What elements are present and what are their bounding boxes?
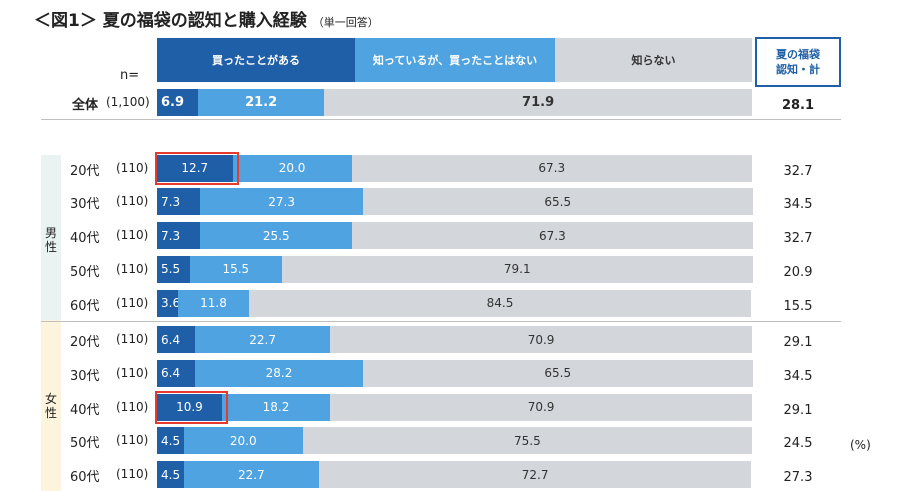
bar-segment-bought: 3.6 (157, 289, 180, 317)
bar-segment-notbought: 22.7 (183, 461, 319, 488)
row-label: 全体 (72, 98, 99, 113)
awareness-value: 28.1 (781, 98, 815, 113)
row-n: (1,100) (106, 95, 150, 109)
bar-segment-bought: 10.9 (157, 393, 222, 421)
gender-label-male: 男性 (44, 226, 57, 255)
bar-segment-notbought: 20.0 (183, 427, 303, 455)
n-label: n= (120, 68, 140, 83)
bar-segment-notbought: 28.2 (195, 359, 363, 387)
chart-title: ＜図1＞ 夏の福袋の認知と購入経験 （単一回答） (34, 6, 379, 31)
row-n: (110) (116, 261, 149, 276)
row-n: (110) (116, 295, 149, 310)
bar-segment-never: 65.5 (362, 359, 753, 387)
row-n: (110) (116, 332, 149, 347)
bar-segment-bought: 7.3 (157, 222, 201, 250)
bar-segment-bought: 6.9 (157, 89, 199, 116)
awareness-value: 34.5 (783, 368, 813, 384)
awareness-value: 15.5 (783, 298, 813, 314)
bar-segment-notbought: 25.5 (200, 222, 353, 250)
legend-item-3: 知らない (555, 38, 752, 82)
bar-segment-never: 67.3 (351, 154, 752, 182)
awareness-value: 32.7 (783, 231, 813, 247)
bar-segment-never: 70.9 (330, 326, 752, 354)
row-label: 30代 (70, 197, 100, 213)
bar-segment-bought: 6.4 (157, 326, 196, 354)
gender-band-male (41, 154, 61, 326)
row-label: 50代 (70, 436, 100, 452)
group-separator (41, 118, 841, 120)
bar-segment-notbought: 21.2 (198, 89, 325, 116)
bar-segment-bought: 5.5 (157, 255, 190, 283)
unit-label: (%) (850, 438, 871, 452)
awareness-value: 20.9 (783, 264, 813, 280)
awareness-value: 27.3 (783, 470, 813, 485)
bar-segment-never: 75.5 (302, 427, 752, 455)
awareness-value: 24.5 (783, 436, 813, 452)
row-n: (110) (116, 194, 149, 209)
row-n: (110) (116, 365, 149, 380)
gender-label-female: 女性 (44, 391, 57, 420)
awareness-header: 夏の福袋 認知・計 (755, 37, 841, 87)
awareness-value: 32.7 (783, 163, 813, 179)
bar-segment-bought: 4.5 (157, 461, 184, 488)
bar-segment-notbought: 15.5 (189, 255, 282, 283)
bar-segment-never: 65.5 (362, 188, 753, 216)
row-n: (110) (116, 467, 149, 481)
bar-segment-bought: 7.3 (157, 188, 201, 216)
bar-segment-never: 70.9 (330, 393, 752, 421)
chart-subtitle: （単一回答） (312, 16, 379, 29)
awareness-value: 29.1 (783, 335, 813, 351)
awareness-header-line-2: 認知・計 (776, 63, 820, 76)
bar-segment-notbought: 18.2 (221, 393, 331, 421)
group-separator (41, 321, 841, 322)
gender-band-female (41, 320, 61, 491)
row-n: (110) (116, 160, 149, 175)
legend-item-2: 知っているが、買ったことはない (355, 38, 555, 82)
row-label: 60代 (70, 298, 100, 314)
row-label: 20代 (70, 335, 100, 351)
legend-item-1: 買ったことがある (157, 38, 355, 82)
row-label: 20代 (70, 163, 100, 179)
bar-segment-never: 79.1 (281, 255, 753, 283)
row-n: (110) (116, 228, 149, 243)
bar-segment-never: 67.3 (352, 222, 753, 250)
row-n: (110) (116, 433, 149, 448)
bar-segment-never: 84.5 (248, 289, 752, 317)
bar-segment-never: 72.7 (318, 461, 752, 488)
awareness-header-line-1: 夏の福袋 (776, 48, 820, 61)
bar-segment-notbought: 11.8 (178, 289, 249, 317)
highlight-box (155, 151, 239, 185)
row-label: 60代 (70, 470, 100, 485)
bar-segment-never: 71.9 (324, 89, 752, 116)
chart-title-text: ＜図1＞ 夏の福袋の認知と購入経験 (34, 11, 307, 31)
row-label: 50代 (70, 264, 100, 280)
row-label: 30代 (70, 368, 100, 384)
row-n: (110) (116, 399, 149, 414)
row-label: 40代 (70, 231, 100, 247)
awareness-value: 34.5 (783, 197, 813, 213)
bar-segment-notbought: 20.0 (232, 154, 352, 182)
bar-segment-notbought: 22.7 (195, 326, 331, 354)
row-label: 40代 (70, 402, 100, 418)
bar-segment-notbought: 27.3 (200, 188, 363, 216)
bar-segment-bought: 6.4 (157, 359, 196, 387)
awareness-value: 29.1 (783, 402, 813, 418)
bar-segment-bought: 4.5 (157, 427, 184, 455)
bar-segment-bought: 12.7 (157, 154, 233, 182)
highlight-box (155, 390, 228, 424)
